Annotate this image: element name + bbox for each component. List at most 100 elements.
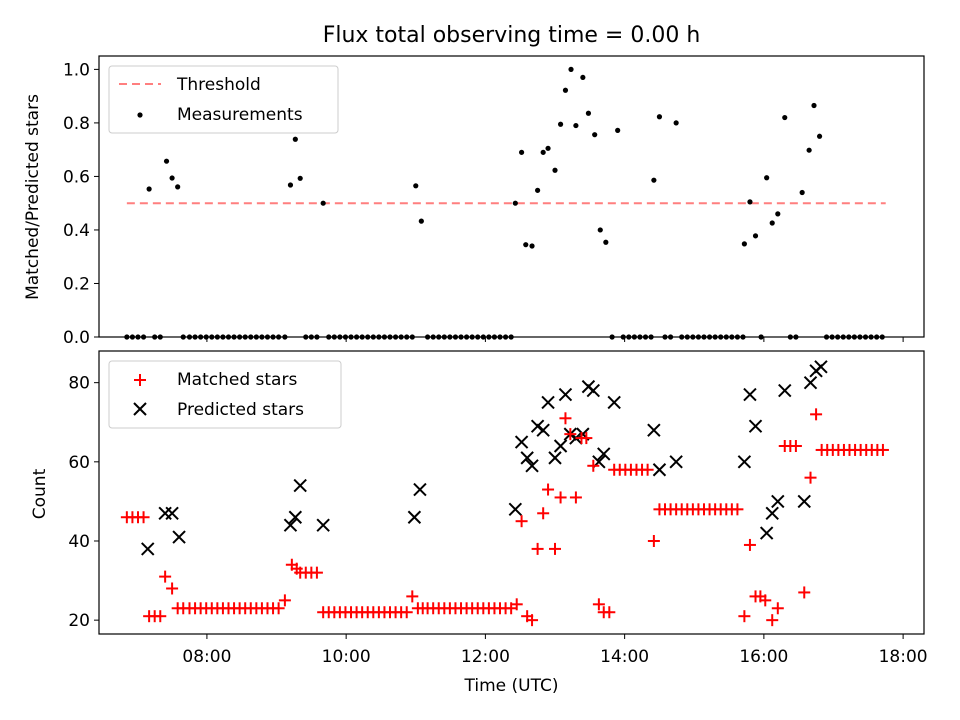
matched-star-point xyxy=(400,606,413,619)
matched-star-point xyxy=(738,610,751,623)
predicted-star-point xyxy=(514,435,529,449)
predicted-star-point xyxy=(172,530,186,544)
legend-threshold-label: Threshold xyxy=(176,75,261,95)
measurement-point xyxy=(656,114,663,120)
legend-predicted-label: Predicted stars xyxy=(177,400,304,420)
measurement-point xyxy=(799,189,805,196)
matched-star-point xyxy=(798,586,811,599)
top-y-axis-label: Matched/Predicted stars xyxy=(23,94,43,300)
measurement-point xyxy=(413,183,419,189)
predicted-star-point xyxy=(548,451,562,465)
matched-star-point xyxy=(278,594,291,607)
measurement-point xyxy=(540,149,546,155)
legend-measurements-label: Measurements xyxy=(177,105,303,125)
measurement-point xyxy=(764,175,770,181)
bottom-y-tick-label: 80 xyxy=(68,374,90,394)
bottom-plot-area: 20 40 60 80 08:00 10:00 12:00 14:00 16:00 18:00 xyxy=(68,350,928,667)
predicted-star-point xyxy=(288,510,303,524)
top-legend: Threshold Measurements xyxy=(108,65,339,134)
measurement-point xyxy=(292,136,298,142)
predicted-star-point xyxy=(541,395,555,410)
top-legend-box xyxy=(108,65,339,134)
matched-star-point xyxy=(531,542,544,555)
measurement-point xyxy=(592,132,598,138)
predicted-star-point xyxy=(669,455,683,469)
top-y-tick-label: 0.4 xyxy=(63,221,90,241)
measurement-point xyxy=(811,102,817,109)
matched-star-point xyxy=(810,408,823,421)
predicted-star-point xyxy=(413,482,427,497)
measurement-point xyxy=(775,211,781,217)
top-y-tick-label: 1.0 xyxy=(63,60,90,80)
measurement-point xyxy=(557,121,564,127)
measurement-point xyxy=(287,182,294,188)
measurement-point xyxy=(573,122,579,129)
matched-star-point xyxy=(406,590,419,603)
measurement-point xyxy=(562,87,569,93)
matched-star-point xyxy=(537,507,550,520)
measurement-point xyxy=(603,239,609,245)
top-x-ticks xyxy=(206,337,904,342)
predicted-star-point xyxy=(586,383,601,398)
matched-star-point xyxy=(526,614,539,627)
predicted-star-point xyxy=(525,459,539,473)
matched-star-point xyxy=(159,570,172,583)
bottom-y-tick-label: 40 xyxy=(68,532,90,552)
measurement-point xyxy=(523,242,529,248)
predicted-star-point xyxy=(407,510,422,524)
predicted-star-point xyxy=(558,387,573,402)
measurement-point xyxy=(518,149,525,155)
bottom-legend-box xyxy=(108,360,342,429)
x-tick-label: 10:00 xyxy=(322,647,371,667)
ratio-panel: Flux total observing time = 0.00 h Match… xyxy=(23,23,925,348)
measurement-point xyxy=(741,241,747,247)
bottom-y-tick-label: 20 xyxy=(68,611,90,631)
matched-star-point xyxy=(564,428,577,441)
legend-predicted-swatch xyxy=(133,402,147,416)
matched-star-point xyxy=(731,503,744,516)
matched-star-point xyxy=(876,443,889,456)
measurement-point xyxy=(752,233,759,239)
matched-star-point xyxy=(641,463,654,476)
matched-star-point xyxy=(766,614,779,627)
matched-star-point xyxy=(743,538,756,551)
matched-star-point xyxy=(515,515,528,528)
predicted-star-point xyxy=(597,447,611,461)
x-tick-label: 16:00 xyxy=(739,647,788,667)
matched-star-point xyxy=(542,483,555,496)
matched-star-point xyxy=(804,471,817,484)
top-y-ticks: 0.0 0.2 0.4 0.6 0.8 1.0 xyxy=(63,60,99,348)
top-plot-frame xyxy=(98,55,925,338)
matched-star-point xyxy=(310,566,323,579)
top-y-tick-label: 0.2 xyxy=(63,274,90,294)
matched-star-point xyxy=(580,432,593,445)
legend-matched-label: Matched stars xyxy=(177,370,297,390)
predicted-star-point xyxy=(607,395,621,410)
x-axis-label: Time (UTC) xyxy=(464,676,559,696)
measurement-point xyxy=(512,200,518,206)
predicted-star-point xyxy=(316,518,330,532)
predicted-star-point xyxy=(520,451,534,465)
measurement-point xyxy=(568,66,574,72)
measurement-point xyxy=(163,158,170,164)
measurement-point xyxy=(585,110,592,116)
predicted-star-point xyxy=(797,494,811,509)
measurement-point xyxy=(146,186,152,192)
matched-star-point xyxy=(759,594,772,607)
predicted-star-point xyxy=(293,478,307,493)
measurement-point xyxy=(597,227,603,233)
measurement-point xyxy=(806,147,812,153)
matched-star-point xyxy=(166,582,179,595)
predicted-star-point xyxy=(765,506,779,520)
chart-title: Flux total observing time = 0.00 h xyxy=(323,23,701,48)
predicted-star-point xyxy=(141,542,155,556)
measurement-point xyxy=(651,177,657,183)
matched-star-point xyxy=(647,534,660,547)
measurement-point xyxy=(782,114,788,121)
predicted-star-point xyxy=(778,383,792,398)
matched-star-point xyxy=(559,412,572,425)
predicted-star-point xyxy=(771,494,785,509)
predicted-star-point xyxy=(814,360,828,374)
matched-star-point xyxy=(137,511,150,524)
predicted-stars-points xyxy=(141,360,828,556)
